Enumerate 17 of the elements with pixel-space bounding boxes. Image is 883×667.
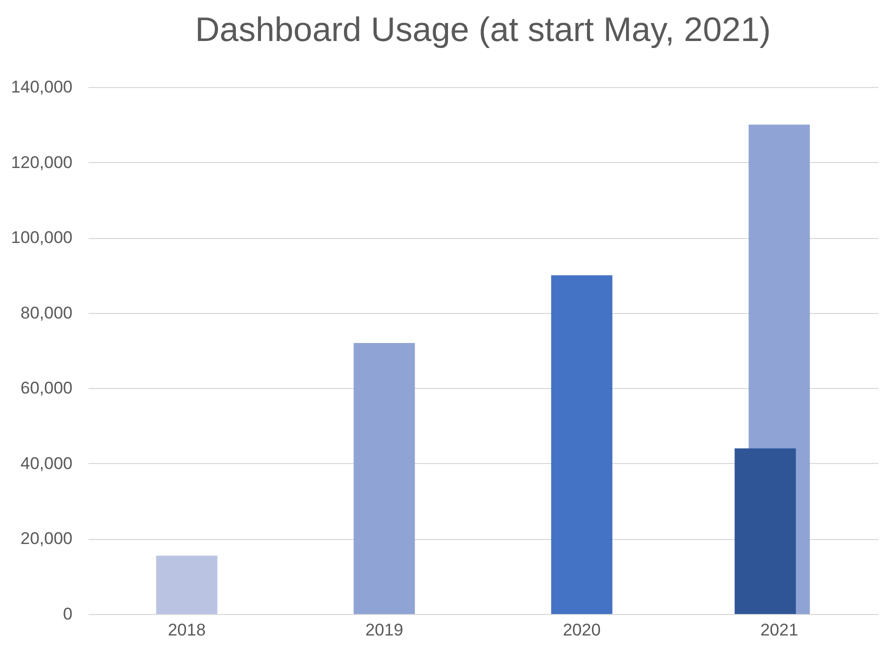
- bar: [156, 556, 218, 614]
- bar: [734, 448, 796, 614]
- bar: [354, 342, 415, 614]
- x-tick-label: 2021: [760, 620, 798, 640]
- x-tick-label: 2020: [562, 620, 601, 640]
- y-tick-label: 60,000: [20, 378, 72, 398]
- chart-title: Dashboard Usage (at start May, 2021): [195, 11, 771, 49]
- y-tick-label: 140,000: [11, 78, 72, 96]
- y-tick-label: 40,000: [20, 454, 72, 473]
- x-tick-label: 2018: [168, 620, 206, 640]
- y-tick-label: 100,000: [11, 228, 72, 248]
- y-tick-label: 0: [63, 604, 72, 624]
- y-tick-label: 120,000: [11, 152, 72, 172]
- y-tick-label: 20,000: [20, 529, 72, 548]
- bar: [551, 275, 612, 614]
- y-tick-label: 80,000: [20, 303, 72, 322]
- x-tick-label: 2019: [365, 620, 404, 640]
